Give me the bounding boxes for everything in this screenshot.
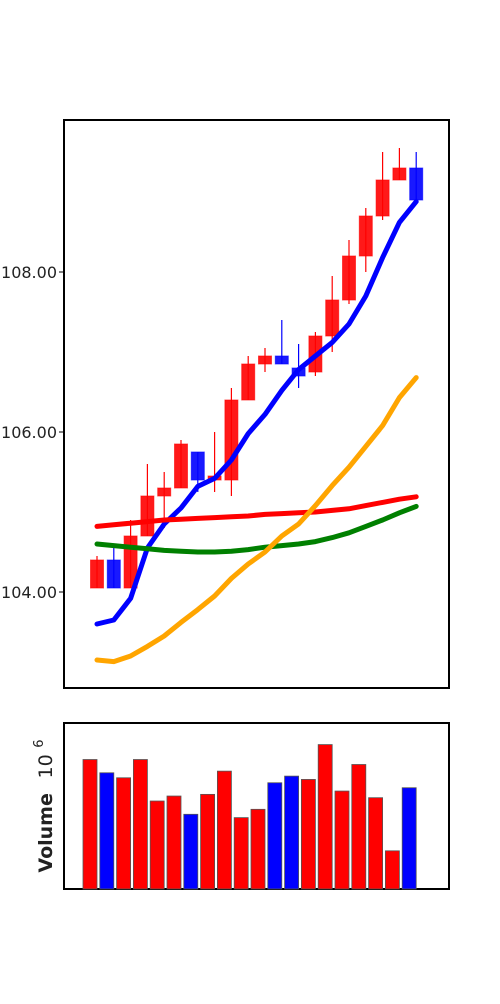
volume-bar [149,800,165,890]
candle-body [375,179,390,217]
price-ytick-label: 108.00 [1,263,57,282]
volume-label: Volume [35,793,57,872]
volume-bar [351,764,367,890]
volume-bar [284,775,300,890]
price-plot-frame [63,119,450,689]
volume-bar [82,759,98,890]
moving-average-line [94,503,419,555]
candle-body [190,451,205,481]
volume-bar [183,813,199,890]
volume-panel: Volume 10 6 [32,722,450,890]
volume-bar [99,772,115,890]
volume-bar [250,808,266,890]
volume-bar [200,793,216,890]
volume-bar [334,790,350,890]
candle-body [409,167,424,201]
volume-bar [267,782,283,890]
candle-body [342,255,356,301]
volume-bar [368,797,384,890]
price-ytick-label: 104.00 [1,583,57,602]
volume-bar [233,817,249,890]
moving-average-line [94,199,419,627]
candle-body [90,559,104,589]
volume-bar [300,779,316,890]
price-ytick-label: 106.00 [1,423,57,442]
volume-bar [132,759,148,890]
volume-bar [384,850,400,890]
volume-bar [216,770,232,890]
candle-body [174,443,188,489]
candle-body [157,487,172,497]
moving-average-line [94,494,419,529]
candle-body [140,495,155,537]
price-panel: 104.00 106.00 108.00 [1,119,450,689]
volume-axis-title: Volume 10 6 [32,739,57,872]
moving-average-line [94,375,419,665]
candle-body [392,167,407,181]
candle-body [241,363,256,401]
volume-bar [116,777,131,890]
candle-body [325,299,340,337]
candle-body [358,215,373,257]
volume-bar [401,787,417,890]
volume-bar [317,744,333,890]
candle-body [258,355,272,365]
volume-exponent: 6 [32,739,47,747]
volume-bar [166,795,182,890]
candle-body [106,559,121,589]
volume-multiplier: 10 [35,754,57,778]
candle-body [274,355,289,365]
